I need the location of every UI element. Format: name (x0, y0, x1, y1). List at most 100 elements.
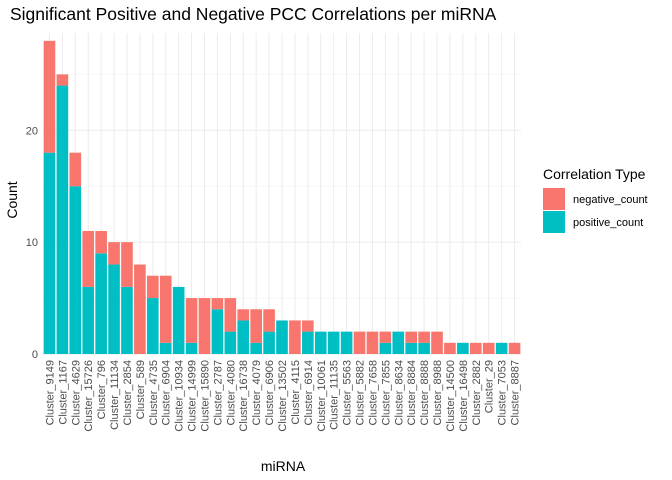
bar-negative-count (108, 242, 120, 265)
bar-positive-count (172, 286, 185, 354)
y-axis-ticks: 0 10 20 (26, 125, 38, 361)
bar-negative-count (82, 230, 95, 287)
bar-positive-count (69, 186, 82, 354)
bar-negative-count (418, 331, 430, 343)
x-tick-label: Cluster_6904 (161, 360, 173, 425)
bar-positive-count (211, 309, 224, 354)
y-tick-label: 0 (32, 349, 38, 361)
bar-negative-count (482, 342, 495, 354)
bar-positive-count (82, 286, 95, 354)
x-tick-label: Cluster_4115 (290, 360, 302, 425)
x-tick-label: Cluster_2854 (122, 360, 134, 425)
x-tick-label: Cluster_5563 (342, 360, 354, 425)
chart-title: Significant Positive and Negative PCC Co… (10, 4, 497, 24)
bar-positive-count (43, 152, 56, 354)
legend-swatch (543, 188, 565, 210)
x-tick-label: Cluster_4079 (251, 360, 263, 425)
x-tick-label: Cluster_10934 (174, 360, 186, 432)
legend-label: positive_count (573, 217, 643, 229)
bar-positive-count (250, 342, 262, 354)
bar-negative-count (444, 342, 456, 354)
x-tick-label: Cluster_7658 (367, 360, 379, 425)
x-tick-label: Cluster_796 (96, 360, 108, 419)
bar-positive-count (302, 331, 314, 354)
bar-positive-count (392, 331, 405, 354)
y-tick-label: 10 (26, 237, 38, 249)
bar-negative-count (250, 309, 262, 343)
legend-label: negative_count (573, 194, 648, 206)
bar-negative-count (431, 331, 443, 354)
x-tick-label: Cluster_9149 (44, 360, 56, 425)
bar-negative-count (508, 342, 521, 354)
x-tick-label: Cluster_8888 (419, 360, 431, 425)
bar-negative-count (43, 40, 56, 153)
bar-positive-count (418, 342, 430, 354)
x-tick-label: Cluster_11135 (329, 360, 341, 430)
bar-negative-count (224, 298, 237, 332)
bar-positive-count (495, 342, 508, 354)
bar-positive-count (314, 331, 327, 354)
bars (43, 40, 521, 355)
bar-positive-count (159, 342, 172, 354)
x-tick-label: Cluster_8887 (510, 360, 522, 425)
bar-negative-count (134, 264, 146, 354)
bar-positive-count (237, 320, 250, 354)
y-axis-title: Count (4, 181, 20, 218)
bar-positive-count (146, 298, 159, 354)
legend-title: Correlation Type (543, 166, 646, 182)
bar-negative-count (185, 298, 198, 343)
bar-negative-count (366, 331, 379, 354)
x-tick-label: Cluster_589 (135, 360, 147, 419)
bar-positive-count (457, 342, 469, 354)
bar-negative-count (69, 152, 82, 187)
x-tick-label: Cluster_4080 (225, 360, 237, 425)
bar-negative-count (95, 230, 107, 254)
bar-positive-count (108, 264, 120, 354)
x-tick-label: Cluster_15726 (83, 360, 95, 432)
x-tick-label: Cluster_8884 (406, 360, 418, 425)
bar-positive-count (327, 331, 340, 354)
x-tick-label: Cluster_2882 (471, 360, 483, 425)
bar-negative-count (159, 275, 172, 343)
bar-positive-count (185, 342, 198, 354)
bar-negative-count (353, 331, 366, 354)
x-tick-label: Cluster_13502 (277, 360, 289, 432)
bar-negative-count (405, 331, 418, 343)
x-tick-label: Cluster_1167 (57, 360, 69, 425)
x-tick-label: Cluster_5882 (355, 360, 367, 425)
bar-negative-count (237, 309, 250, 321)
bar-positive-count (276, 320, 288, 354)
x-axis-title: miRNA (261, 458, 306, 474)
bar-positive-count (56, 85, 69, 355)
bar-negative-count (56, 74, 69, 86)
bar-positive-count (340, 331, 353, 354)
x-tick-label: Cluster_6906 (264, 360, 276, 425)
x-tick-label: Cluster_6914 (303, 360, 315, 425)
bar-negative-count (263, 309, 275, 332)
bar-negative-count (198, 298, 211, 354)
x-tick-label: Cluster_14999 (187, 360, 199, 432)
bar-positive-count (379, 342, 392, 354)
x-axis-ticks: Cluster_9149 Cluster_1167 Cluster_4629 Clus… (44, 360, 521, 432)
x-tick-label: Cluster_11134 (109, 360, 121, 430)
bar-negative-count (121, 242, 133, 287)
y-tick-label: 20 (26, 125, 38, 137)
bar-negative-count (302, 320, 314, 332)
x-tick-label: Cluster_8988 (432, 360, 444, 425)
x-tick-label: Cluster_16498 (458, 360, 470, 432)
legend: Correlation Type negative_count positive_… (543, 166, 648, 233)
x-tick-label: Cluster_7053 (497, 360, 509, 425)
bar-positive-count (224, 331, 237, 354)
x-tick-label: Cluster_29 (484, 360, 496, 413)
x-tick-label: Cluster_4735 (148, 360, 160, 425)
x-tick-label: Cluster_14500 (445, 360, 457, 432)
bar-positive-count (121, 286, 133, 354)
bar-negative-count (211, 298, 224, 310)
bar-negative-count (289, 320, 301, 354)
x-tick-label: Cluster_4629 (70, 360, 82, 425)
bar-positive-count (95, 253, 107, 354)
bar-positive-count (263, 331, 275, 354)
bar-negative-count (146, 275, 159, 299)
legend-swatch (543, 211, 565, 233)
bar-positive-count (405, 342, 418, 354)
